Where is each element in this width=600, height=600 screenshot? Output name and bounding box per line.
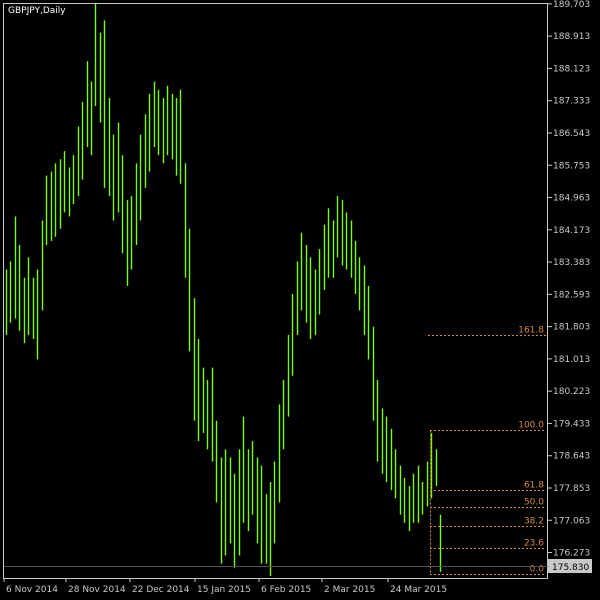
time-tick-label: 22 Dec 2014 <box>132 585 190 595</box>
plot-frame <box>3 3 548 579</box>
price-tick-label: 189.703 <box>553 0 590 10</box>
price-tick-label: 183.383 <box>553 258 590 268</box>
candle-series <box>5 4 442 576</box>
current-price-label: 175.830 <box>552 563 589 573</box>
price-tick-label: 176.273 <box>553 549 590 559</box>
time-tick-label: 6 Feb 2015 <box>261 585 311 595</box>
fib-level-label: 38.2 <box>524 517 544 527</box>
price-tick-label: 184.963 <box>553 194 590 204</box>
time-tick-label: 2 Mar 2015 <box>324 585 375 595</box>
price-tick-label: 185.753 <box>553 161 590 171</box>
current-price-box <box>548 559 592 573</box>
price-tick-label: 188.913 <box>553 32 590 42</box>
fib-level-label: 0.0 <box>530 565 545 575</box>
price-tick-label: 187.333 <box>553 97 590 107</box>
time-tick-label: 6 Nov 2014 <box>6 585 58 595</box>
fib-level-label: 100.0 <box>518 421 544 431</box>
time-axis: 6 Nov 2014 28 Nov 2014 22 Dec 2014 15 Jan 2… <box>3 578 447 595</box>
price-tick-label: 179.433 <box>553 419 590 429</box>
time-tick-label: 28 Nov 2014 <box>68 585 126 595</box>
time-tick-label: 15 Jan 2015 <box>197 585 251 595</box>
fibonacci-retracement[interactable]: 161.8 100.0 61.8 50.0 38.2 23.6 0.0 <box>428 326 546 575</box>
fib-level-label: 61.8 <box>524 481 544 491</box>
price-tick-label: 184.173 <box>553 226 590 236</box>
price-tick-label: 178.643 <box>553 452 590 462</box>
chart-title: GBPJPY,Daily <box>8 6 66 16</box>
fib-level-label: 23.6 <box>524 539 544 549</box>
price-tick-label: 177.063 <box>553 516 590 526</box>
price-tick-label: 181.803 <box>553 323 590 333</box>
price-axis: 189.703 188.913 188.123 187.333 186.543 185.7… <box>548 0 590 559</box>
time-tick-label: 24 Mar 2015 <box>390 585 447 595</box>
price-tick-label: 181.013 <box>553 355 590 365</box>
price-tick-label: 182.593 <box>553 290 590 300</box>
price-tick-label: 177.853 <box>553 484 590 494</box>
fib-level-label: 161.8 <box>518 326 544 336</box>
price-tick-label: 188.123 <box>553 64 590 74</box>
fib-level-label: 50.0 <box>524 498 544 508</box>
price-tick-label: 186.543 <box>553 129 590 139</box>
price-tick-label: 180.223 <box>553 387 590 397</box>
